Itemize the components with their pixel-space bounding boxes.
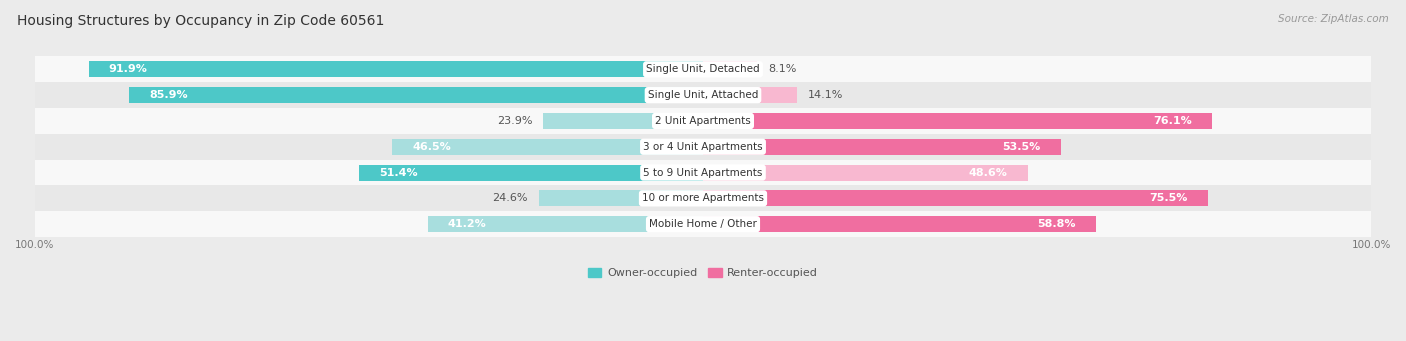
Bar (538, 190, 703, 206)
Legend: Owner-occupied, Renter-occupied: Owner-occupied, Renter-occupied (583, 264, 823, 283)
Text: Housing Structures by Occupancy in Zip Code 60561: Housing Structures by Occupancy in Zip C… (17, 14, 384, 28)
Text: Source: ZipAtlas.com: Source: ZipAtlas.com (1278, 14, 1389, 24)
Text: 46.5%: 46.5% (412, 142, 451, 152)
Text: 24.6%: 24.6% (492, 193, 527, 203)
Bar (703, 61, 758, 77)
Bar (703, 87, 797, 103)
Bar (392, 139, 703, 155)
Text: 58.8%: 58.8% (1038, 219, 1076, 229)
Text: Mobile Home / Other: Mobile Home / Other (650, 219, 756, 229)
Text: 91.9%: 91.9% (108, 64, 148, 74)
Text: 53.5%: 53.5% (1002, 142, 1040, 152)
Bar (129, 87, 703, 103)
Text: 14.1%: 14.1% (808, 90, 844, 100)
Text: 3 or 4 Unit Apartments: 3 or 4 Unit Apartments (643, 142, 763, 152)
Text: 23.9%: 23.9% (498, 116, 533, 126)
Bar (703, 113, 1212, 129)
Bar (35, 186, 1371, 211)
Bar (543, 113, 703, 129)
Text: 51.4%: 51.4% (380, 167, 418, 178)
Bar (703, 190, 1208, 206)
Bar (89, 61, 703, 77)
Bar (360, 165, 703, 180)
Text: 8.1%: 8.1% (768, 64, 796, 74)
Bar (427, 216, 703, 232)
Text: 76.1%: 76.1% (1153, 116, 1191, 126)
Text: 5 to 9 Unit Apartments: 5 to 9 Unit Apartments (644, 167, 762, 178)
Text: 10 or more Apartments: 10 or more Apartments (643, 193, 763, 203)
Bar (35, 160, 1371, 186)
Text: Single Unit, Detached: Single Unit, Detached (647, 64, 759, 74)
Bar (703, 165, 1028, 180)
Text: 41.2%: 41.2% (447, 219, 486, 229)
Bar (35, 211, 1371, 237)
Bar (703, 139, 1060, 155)
Text: 85.9%: 85.9% (149, 90, 187, 100)
Text: 75.5%: 75.5% (1149, 193, 1188, 203)
Bar (35, 82, 1371, 108)
Text: 48.6%: 48.6% (969, 167, 1008, 178)
Bar (35, 134, 1371, 160)
Text: 2 Unit Apartments: 2 Unit Apartments (655, 116, 751, 126)
Bar (703, 216, 1095, 232)
Bar (35, 108, 1371, 134)
Bar (35, 57, 1371, 82)
Text: Single Unit, Attached: Single Unit, Attached (648, 90, 758, 100)
